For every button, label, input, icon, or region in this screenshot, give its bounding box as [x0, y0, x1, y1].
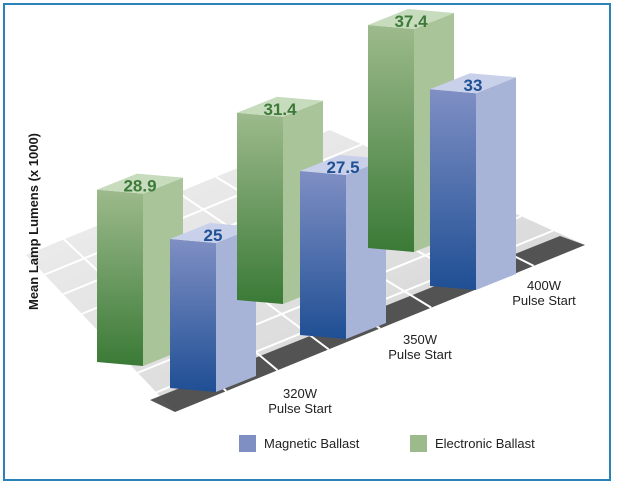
legend-swatch-electronic — [410, 435, 427, 452]
legend-swatch-magnetic — [239, 435, 256, 452]
bar-electronic-350w-top — [237, 96, 323, 117]
bar-magnetic-350w-top — [300, 155, 386, 176]
legend-label-magnetic: Magnetic Ballast — [264, 436, 360, 451]
legend: Magnetic Ballast Electronic Ballast — [239, 435, 535, 452]
bar-magnetic-400w — [430, 73, 516, 290]
bar-electronic-400w-front — [368, 25, 414, 252]
bar-electronic-320w-top — [97, 173, 183, 194]
bar-magnetic-320w-front — [170, 238, 216, 392]
value-label-electronic-400w: 37.4 — [394, 12, 428, 31]
category-label-320w-line1: 320W — [283, 386, 318, 401]
bar-magnetic-320w-top — [170, 222, 256, 243]
bar-magnetic-400w-front — [430, 89, 476, 290]
y-axis-label: Mean Lamp Lumens (x 1000) — [26, 133, 41, 310]
category-label-400w-line1: 400W — [527, 278, 562, 293]
bar-electronic-320w-front — [97, 189, 143, 366]
category-label-350w-line1: 350W — [403, 332, 438, 347]
value-label-electronic-350w: 31.4 — [263, 100, 297, 119]
value-label-magnetic-350w: 27.5 — [326, 158, 359, 177]
value-label-magnetic-320w: 25 — [204, 226, 223, 245]
legend-label-electronic: Electronic Ballast — [435, 436, 535, 451]
value-label-electronic-320w: 28.9 — [123, 177, 156, 196]
bar-magnetic-400w-top — [430, 73, 516, 94]
bar-electronic-350w-front — [237, 112, 283, 304]
bar-electronic-400w-top — [368, 9, 454, 30]
bar-magnetic-350w-front — [300, 171, 346, 339]
category-label-400w-line2: Pulse Start — [512, 293, 576, 308]
value-label-magnetic-400w: 33 — [464, 76, 483, 95]
bar-magnetic-400w-side — [476, 77, 516, 290]
bars-group — [97, 9, 516, 392]
category-label-350w-line2: Pulse Start — [388, 347, 452, 362]
category-label-320w-line2: Pulse Start — [268, 401, 332, 416]
